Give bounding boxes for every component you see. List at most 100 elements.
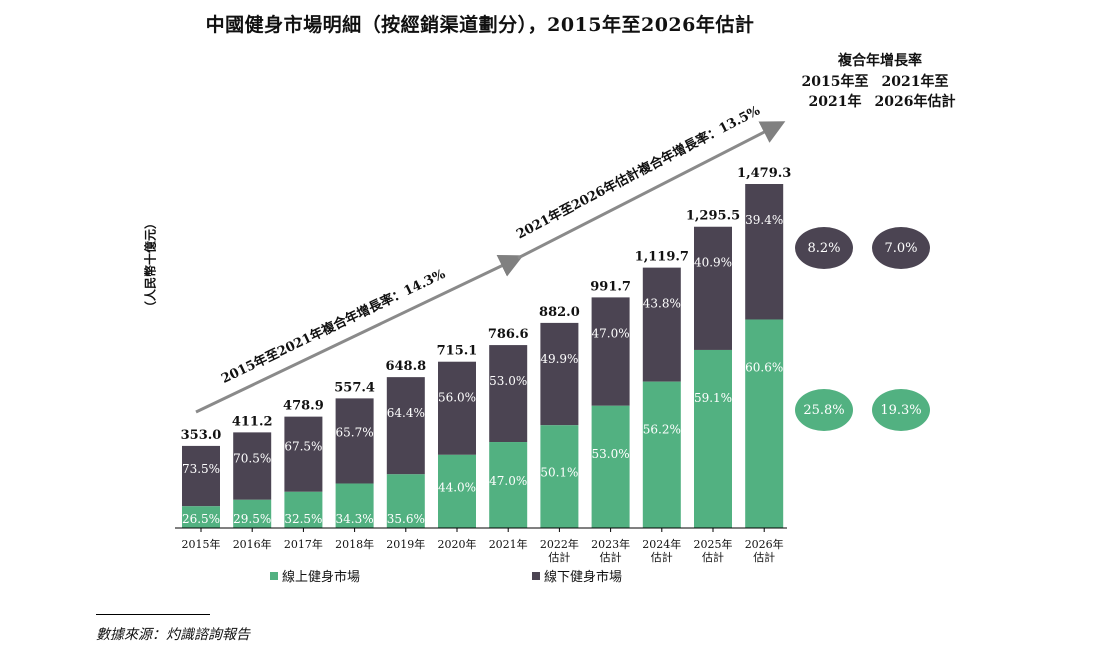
offline-share-label: 40.9% [694, 256, 732, 270]
online-share-label: 34.3% [336, 512, 374, 526]
bar-online [489, 442, 528, 528]
bar-offline [233, 432, 272, 500]
chart-title: 中國健身市場明細（按經銷渠道劃分），2015年至2026年估計 [205, 14, 755, 36]
cagr-period-2-line1: 2021年至 [881, 74, 949, 90]
cagr-arrow-2015-2021 [195, 254, 524, 414]
cagr-online-2015-2021: 25.8% [795, 389, 853, 431]
bar-total-label: 557.4 [334, 380, 375, 395]
x-tick-label: 估計 [651, 550, 673, 564]
bar-offline [182, 445, 220, 507]
bar-total-label: 1,479.3 [737, 166, 791, 181]
cagr-online-2021-2026: 19.3% [872, 389, 930, 431]
cagr-header: 複合年增長率 [838, 53, 922, 69]
bar-total-label: 991.7 [590, 279, 631, 294]
x-tick-label: 2018年 [335, 537, 374, 551]
online-share-label: 29.5% [233, 512, 271, 526]
bar-offline [335, 398, 374, 484]
bar-total-label: 353.0 [181, 428, 222, 443]
source-divider [96, 614, 210, 615]
x-tick-label: 2020年 [438, 537, 477, 551]
online-share-label: 26.5% [182, 512, 220, 526]
offline-share-label: 65.7% [336, 426, 374, 440]
online-share-label: 56.2% [643, 423, 681, 437]
bar-total-label: 1,295.5 [686, 209, 740, 224]
cagr-period-1-line2: 2021年 [808, 94, 862, 110]
bar-total-label: 648.8 [385, 359, 426, 374]
bar-total-label: 1,119.7 [635, 250, 689, 265]
offline-share-label: 39.4% [745, 213, 783, 227]
x-tick-label: 2026年 [745, 537, 784, 551]
online-share-label: 44.0% [438, 480, 476, 494]
x-tick-label: 2016年 [233, 537, 272, 551]
bar-online [182, 506, 220, 528]
bar-total-label: 715.1 [437, 344, 478, 359]
cagr-period-2-line2: 2026年估計 [874, 94, 956, 110]
legend-online: 線上健身市場 [270, 566, 360, 585]
bar-offline [591, 297, 630, 406]
x-tick-label: 估計 [548, 550, 570, 564]
cagr-offline-2015-2021: 8.2% [795, 227, 853, 269]
offline-share-label: 73.5% [182, 462, 220, 476]
cagr-period-2: 2021年至 2026年估計 [870, 72, 960, 112]
online-share-label: 32.5% [284, 512, 322, 526]
cagr-offline-2021-2026: 7.0% [872, 227, 930, 269]
bar-offline [284, 416, 323, 492]
offline-share-label: 49.9% [540, 352, 578, 366]
bar-total-label: 882.0 [539, 305, 580, 320]
bar-online [335, 483, 374, 528]
offline-share-label: 64.4% [387, 406, 425, 420]
x-tick-label: 2019年 [386, 537, 425, 551]
legend-offline-label: 線下健身市場 [544, 570, 623, 585]
offline-share-label: 70.5% [233, 452, 271, 466]
bar-online [540, 425, 579, 528]
offline-share-label: 67.5% [284, 439, 322, 453]
online-share-label: 53.0% [592, 447, 630, 461]
bar-total-label: 411.2 [232, 414, 273, 429]
cagr-period-1-line1: 2015年至 [801, 74, 869, 90]
online-share-label: 35.6% [387, 512, 425, 526]
x-tick-label: 估計 [753, 550, 775, 564]
offline-share-label: 56.0% [438, 391, 476, 405]
offline-share-label: 43.8% [643, 297, 681, 311]
cagr-period-1: 2015年至 2021年 [800, 72, 870, 112]
bar-offline [386, 377, 425, 475]
legend-offline-swatch [532, 571, 540, 580]
online-share-label: 47.0% [489, 474, 527, 488]
bar-total-label: 478.9 [283, 399, 324, 414]
legend-offline: 線下健身市場 [532, 566, 622, 585]
legend-online-swatch [270, 571, 278, 580]
offline-share-label: 53.0% [489, 374, 527, 388]
bar-online [284, 491, 323, 528]
bar-online [438, 454, 476, 528]
bar-total-label: 786.6 [488, 327, 529, 342]
x-tick-label: 2022年 [540, 537, 579, 551]
x-tick-label: 2025年 [694, 537, 733, 551]
bar-offline [694, 226, 732, 350]
bar-online [694, 349, 732, 528]
cagr-arrow-2021-2026 [517, 121, 786, 260]
bar-offline [489, 345, 528, 443]
x-tick-label: 2024年 [642, 537, 681, 551]
x-tick-label: 2023年 [591, 537, 630, 551]
bar-offline [745, 184, 784, 320]
bar-offline [438, 361, 476, 455]
bar-online [745, 319, 784, 528]
bar-offline [642, 267, 681, 382]
bar-online [642, 381, 681, 528]
x-tick-label: 2015年 [182, 537, 221, 551]
online-share-label: 50.1% [540, 466, 578, 480]
x-tick-label: 2017年 [284, 537, 323, 551]
x-tick-label: 估計 [702, 550, 724, 564]
x-tick-label: 估計 [600, 550, 622, 564]
offline-share-label: 47.0% [592, 326, 630, 340]
bar-offline [540, 322, 579, 426]
legend-online-label: 線上健身市場 [282, 570, 361, 585]
online-share-label: 60.6% [745, 361, 783, 375]
bar-online [233, 499, 272, 528]
source-note: 數據來源：灼識諮詢報告 [96, 627, 250, 643]
x-tick-label: 2021年 [489, 537, 528, 551]
bar-online [386, 474, 425, 528]
online-share-label: 59.1% [694, 391, 732, 405]
bar-online [591, 405, 630, 528]
